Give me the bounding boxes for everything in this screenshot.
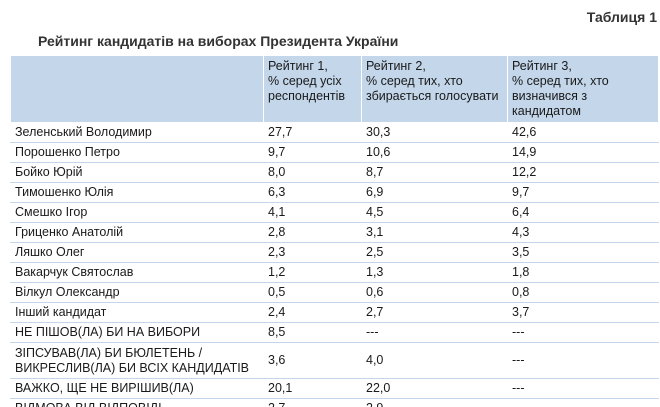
rating-2-value: 2,7 [361,302,508,323]
rating-2-value: 10,6 [361,142,508,163]
rating-2-value: --- [361,322,508,343]
header-rating-1: Рейтинг 1,% серед усіх респондентів [263,55,362,123]
rating-3-value: 1,8 [507,262,659,283]
candidate-name: Інший кандидат [10,302,264,323]
rating-1-value: 4,1 [263,202,362,223]
rating-1-value: 8,5 [263,322,362,343]
rating-2-value: 3,1 [361,222,508,243]
header-candidate [10,55,264,123]
rating-1-value: 9,7 [263,142,362,163]
candidate-name: Гриценко Анатолій [10,222,264,243]
rating-1-value: 1,2 [263,262,362,283]
candidate-name: ВАЖКО, ЩЕ НЕ ВИРІШИВ(ЛА) [10,378,264,399]
header-rating-3: Рейтинг 3,% серед тих, хто визначився з … [507,55,659,123]
table-row: Тимошенко Юлія 6,3 6,9 9,7 [10,182,659,203]
rating-1-value: 8,0 [263,162,362,183]
candidate-name: НЕ ПІШОВ(ЛА) БИ НА ВИБОРИ [10,322,264,343]
table-row: ВАЖКО, ЩЕ НЕ ВИРІШИВ(ЛА) 20,1 22,0 --- [10,378,659,399]
rating-3-value: --- [507,322,659,343]
candidate-name: Зеленський Володимир [10,122,264,143]
candidate-name: Тимошенко Юлія [10,182,264,203]
rating-1-value: 3,6 [263,342,362,379]
rating-3-value: 9,7 [507,182,659,203]
rating-1-value: 27,7 [263,122,362,143]
rating-2-value: 4,0 [361,342,508,379]
table-number: Таблиця 1 [586,9,657,25]
candidate-name: Порошенко Петро [10,142,264,163]
rating-1-value: 6,3 [263,182,362,203]
candidate-name: Ляшко Олег [10,242,264,263]
table-row: Бойко Юрій 8,0 8,7 12,2 [10,162,659,183]
table-header-row: Рейтинг 1,% серед усіх респондентів Рейт… [10,55,659,123]
candidate-name: Бойко Юрій [10,162,264,183]
rating-1-value: 2,8 [263,222,362,243]
rating-2-value: 2,9 [361,398,508,407]
rating-1-value: 2,3 [263,242,362,263]
table-row: ВІДМОВА ВІД ВІДПОВІДІ 2,7 2,9 --- [10,398,659,407]
table-row: ЗІПСУВАВ(ЛА) БИ БЮЛЕТЕНЬ / ВИКРЕСЛИВ(ЛА)… [10,342,659,379]
rating-1-value: 20,1 [263,378,362,399]
table-row: Інший кандидат 2,4 2,7 3,7 [10,302,659,323]
rating-2-value: 0,6 [361,282,508,303]
rating-1-value: 2,7 [263,398,362,407]
candidate-name: ЗІПСУВАВ(ЛА) БИ БЮЛЕТЕНЬ / ВИКРЕСЛИВ(ЛА)… [10,342,264,379]
rating-1-value: 0,5 [263,282,362,303]
rating-3-value: 3,5 [507,242,659,263]
rating-1-value: 2,4 [263,302,362,323]
table-row: Смешко Ігор 4,1 4,5 6,4 [10,202,659,223]
table-row: Вакарчук Святослав 1,2 1,3 1,8 [10,262,659,283]
table-row: НЕ ПІШОВ(ЛА) БИ НА ВИБОРИ 8,5 --- --- [10,322,659,343]
table-row: Гриценко Анатолій 2,8 3,1 4,3 [10,222,659,243]
rating-2-value: 1,3 [361,262,508,283]
table-row: Зеленський Володимир 27,7 30,3 42,6 [10,122,659,143]
rating-3-value: 6,4 [507,202,659,223]
rating-3-value: 0,8 [507,282,659,303]
header-rating-2: Рейтинг 2,% серед тих, хто збирається го… [361,55,508,123]
table-row: Вілкул Олександр 0,5 0,6 0,8 [10,282,659,303]
rating-2-value: 4,5 [361,202,508,223]
rating-2-value: 8,7 [361,162,508,183]
candidate-name: Вілкул Олександр [10,282,264,303]
table-title: Рейтинг кандидатів на виборах Президента… [38,33,399,49]
candidate-name: Смешко Ігор [10,202,264,223]
table-row: Порошенко Петро 9,7 10,6 14,9 [10,142,659,163]
rating-2-value: 22,0 [361,378,508,399]
candidate-name: Вакарчук Святослав [10,262,264,283]
rating-3-value: 12,2 [507,162,659,183]
rating-2-value: 2,5 [361,242,508,263]
rating-3-value: 14,9 [507,142,659,163]
rating-2-value: 6,9 [361,182,508,203]
rating-3-value: 42,6 [507,122,659,143]
candidate-name: ВІДМОВА ВІД ВІДПОВІДІ [10,398,264,407]
rating-2-value: 30,3 [361,122,508,143]
rating-table: Рейтинг 1,% серед усіх респондентів Рейт… [10,55,659,407]
rating-3-value: 3,7 [507,302,659,323]
rating-3-value: --- [507,342,659,379]
table-row: Ляшко Олег 2,3 2,5 3,5 [10,242,659,263]
rating-3-value: --- [507,398,659,407]
rating-3-value: 4,3 [507,222,659,243]
rating-3-value: --- [507,378,659,399]
